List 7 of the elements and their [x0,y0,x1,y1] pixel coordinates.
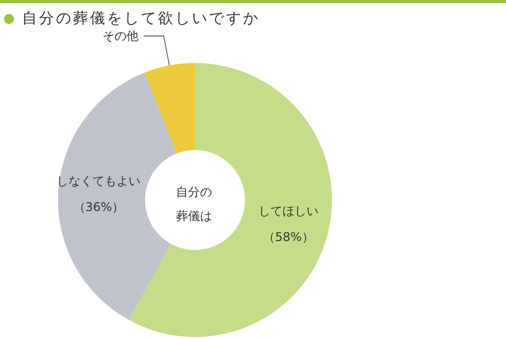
data-label: （36%） [73,200,124,214]
slice-label: してほしい [258,204,318,218]
chart-title: 自分の葬儀をして欲しいですか [22,9,260,28]
data-label: （58%） [263,230,314,244]
text: 自分の葬儀は [176,185,212,223]
slice-label: しなくてもよい [56,174,141,188]
slice-label: その他 [102,28,139,43]
